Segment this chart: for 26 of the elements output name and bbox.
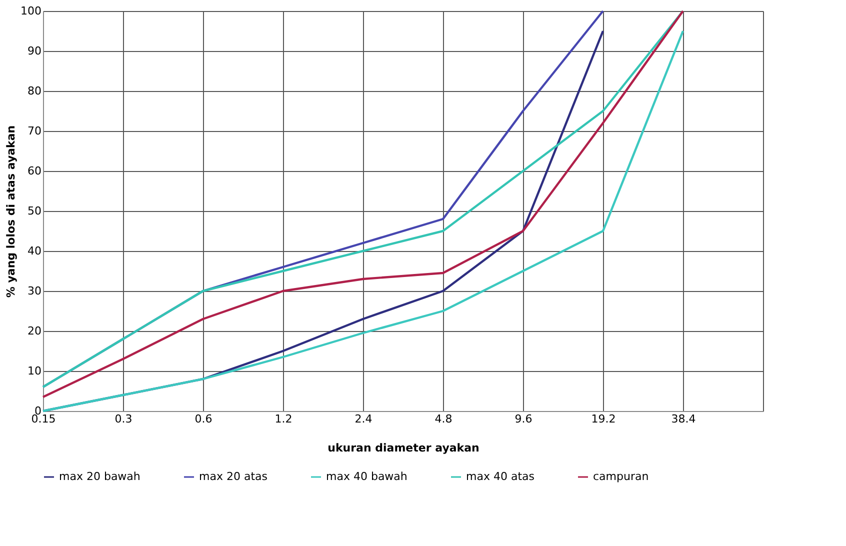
legend-label: max 20 atas: [199, 470, 268, 483]
x-tick-label: 0.6: [194, 412, 212, 426]
x-tick-label: 0.15: [31, 412, 56, 426]
y-tick-label: 40: [28, 244, 42, 258]
legend-label: max 40 atas: [466, 470, 535, 483]
y-tick-label: 30: [28, 284, 42, 298]
x-tick-label: 0.3: [114, 412, 132, 426]
x-tick-label: 38.4: [671, 412, 696, 426]
x-tick-label: 1.2: [274, 412, 292, 426]
y-tick-label: 70: [28, 124, 42, 138]
y-tick-label: 80: [28, 84, 42, 98]
legend-label: max 20 bawah: [59, 470, 140, 483]
x-tick-label: 2.4: [354, 412, 372, 426]
y-tick-label: 20: [28, 324, 42, 338]
legend-label: campuran: [593, 470, 649, 483]
x-tick-label: 4.8: [434, 412, 452, 426]
x-tick-label: 19.2: [591, 412, 616, 426]
x-tick-label: 9.6: [514, 412, 532, 426]
legend-label: max 40 bawah: [326, 470, 408, 483]
y-tick-label: 50: [28, 204, 42, 218]
y-tick-label: 100: [20, 4, 42, 18]
y-tick-label: 90: [28, 44, 42, 58]
y-tick-label: 60: [28, 164, 42, 178]
y-axis-title: % yang lolos di atas ayakan: [4, 125, 18, 298]
y-tick-label: 10: [28, 364, 42, 378]
x-axis-title: ukuran diameter ayakan: [328, 442, 480, 454]
